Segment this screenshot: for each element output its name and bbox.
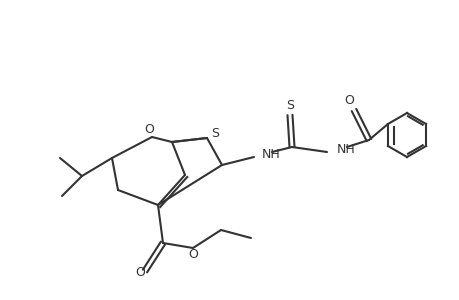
- Text: O: O: [144, 122, 154, 136]
- Text: NH: NH: [336, 142, 355, 155]
- Text: S: S: [285, 98, 293, 112]
- Text: O: O: [135, 266, 145, 280]
- Text: NH: NH: [262, 148, 280, 160]
- Text: O: O: [343, 94, 353, 106]
- Text: S: S: [211, 127, 218, 140]
- Text: O: O: [188, 248, 197, 262]
